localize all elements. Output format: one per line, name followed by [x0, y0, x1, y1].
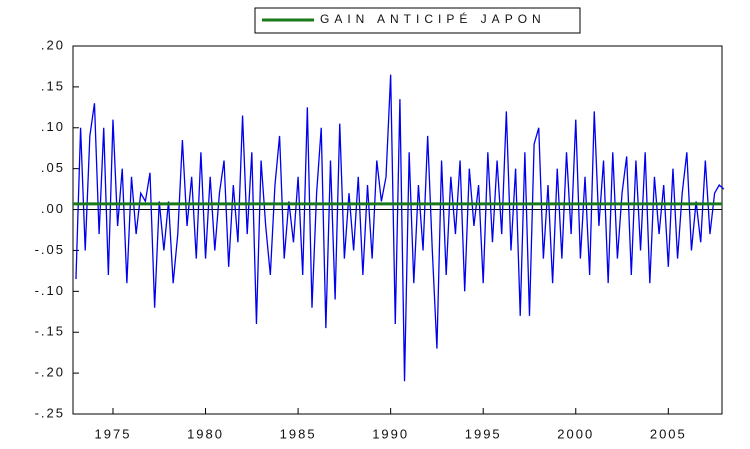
y-tick-label: .10 [41, 119, 65, 134]
y-tick-label: -.05 [35, 242, 65, 257]
y-tick-label: -.10 [35, 283, 65, 298]
y-tick-label: .00 [41, 201, 65, 216]
x-tick-label: 2005 [650, 426, 687, 441]
y-tick-label: -.25 [35, 405, 65, 420]
x-tick-label: 1995 [465, 426, 502, 441]
x-tick-label: 2000 [557, 426, 594, 441]
y-tick-label: .20 [41, 37, 65, 52]
y-tick-label: -.20 [35, 365, 65, 380]
plot-frame [72, 45, 723, 415]
x-tick-label: 1990 [372, 426, 409, 441]
x-tick-label: 1975 [95, 426, 132, 441]
x-tick-label: 1985 [280, 426, 317, 441]
series-line [75, 74, 725, 382]
x-tick-label: 1980 [187, 426, 224, 441]
y-tick-label: .05 [41, 160, 65, 175]
y-tick-label: -.15 [35, 324, 65, 339]
y-tick-label: .15 [41, 78, 65, 93]
legend-label: GAIN ANTICIPÉ JAPON [320, 11, 546, 26]
